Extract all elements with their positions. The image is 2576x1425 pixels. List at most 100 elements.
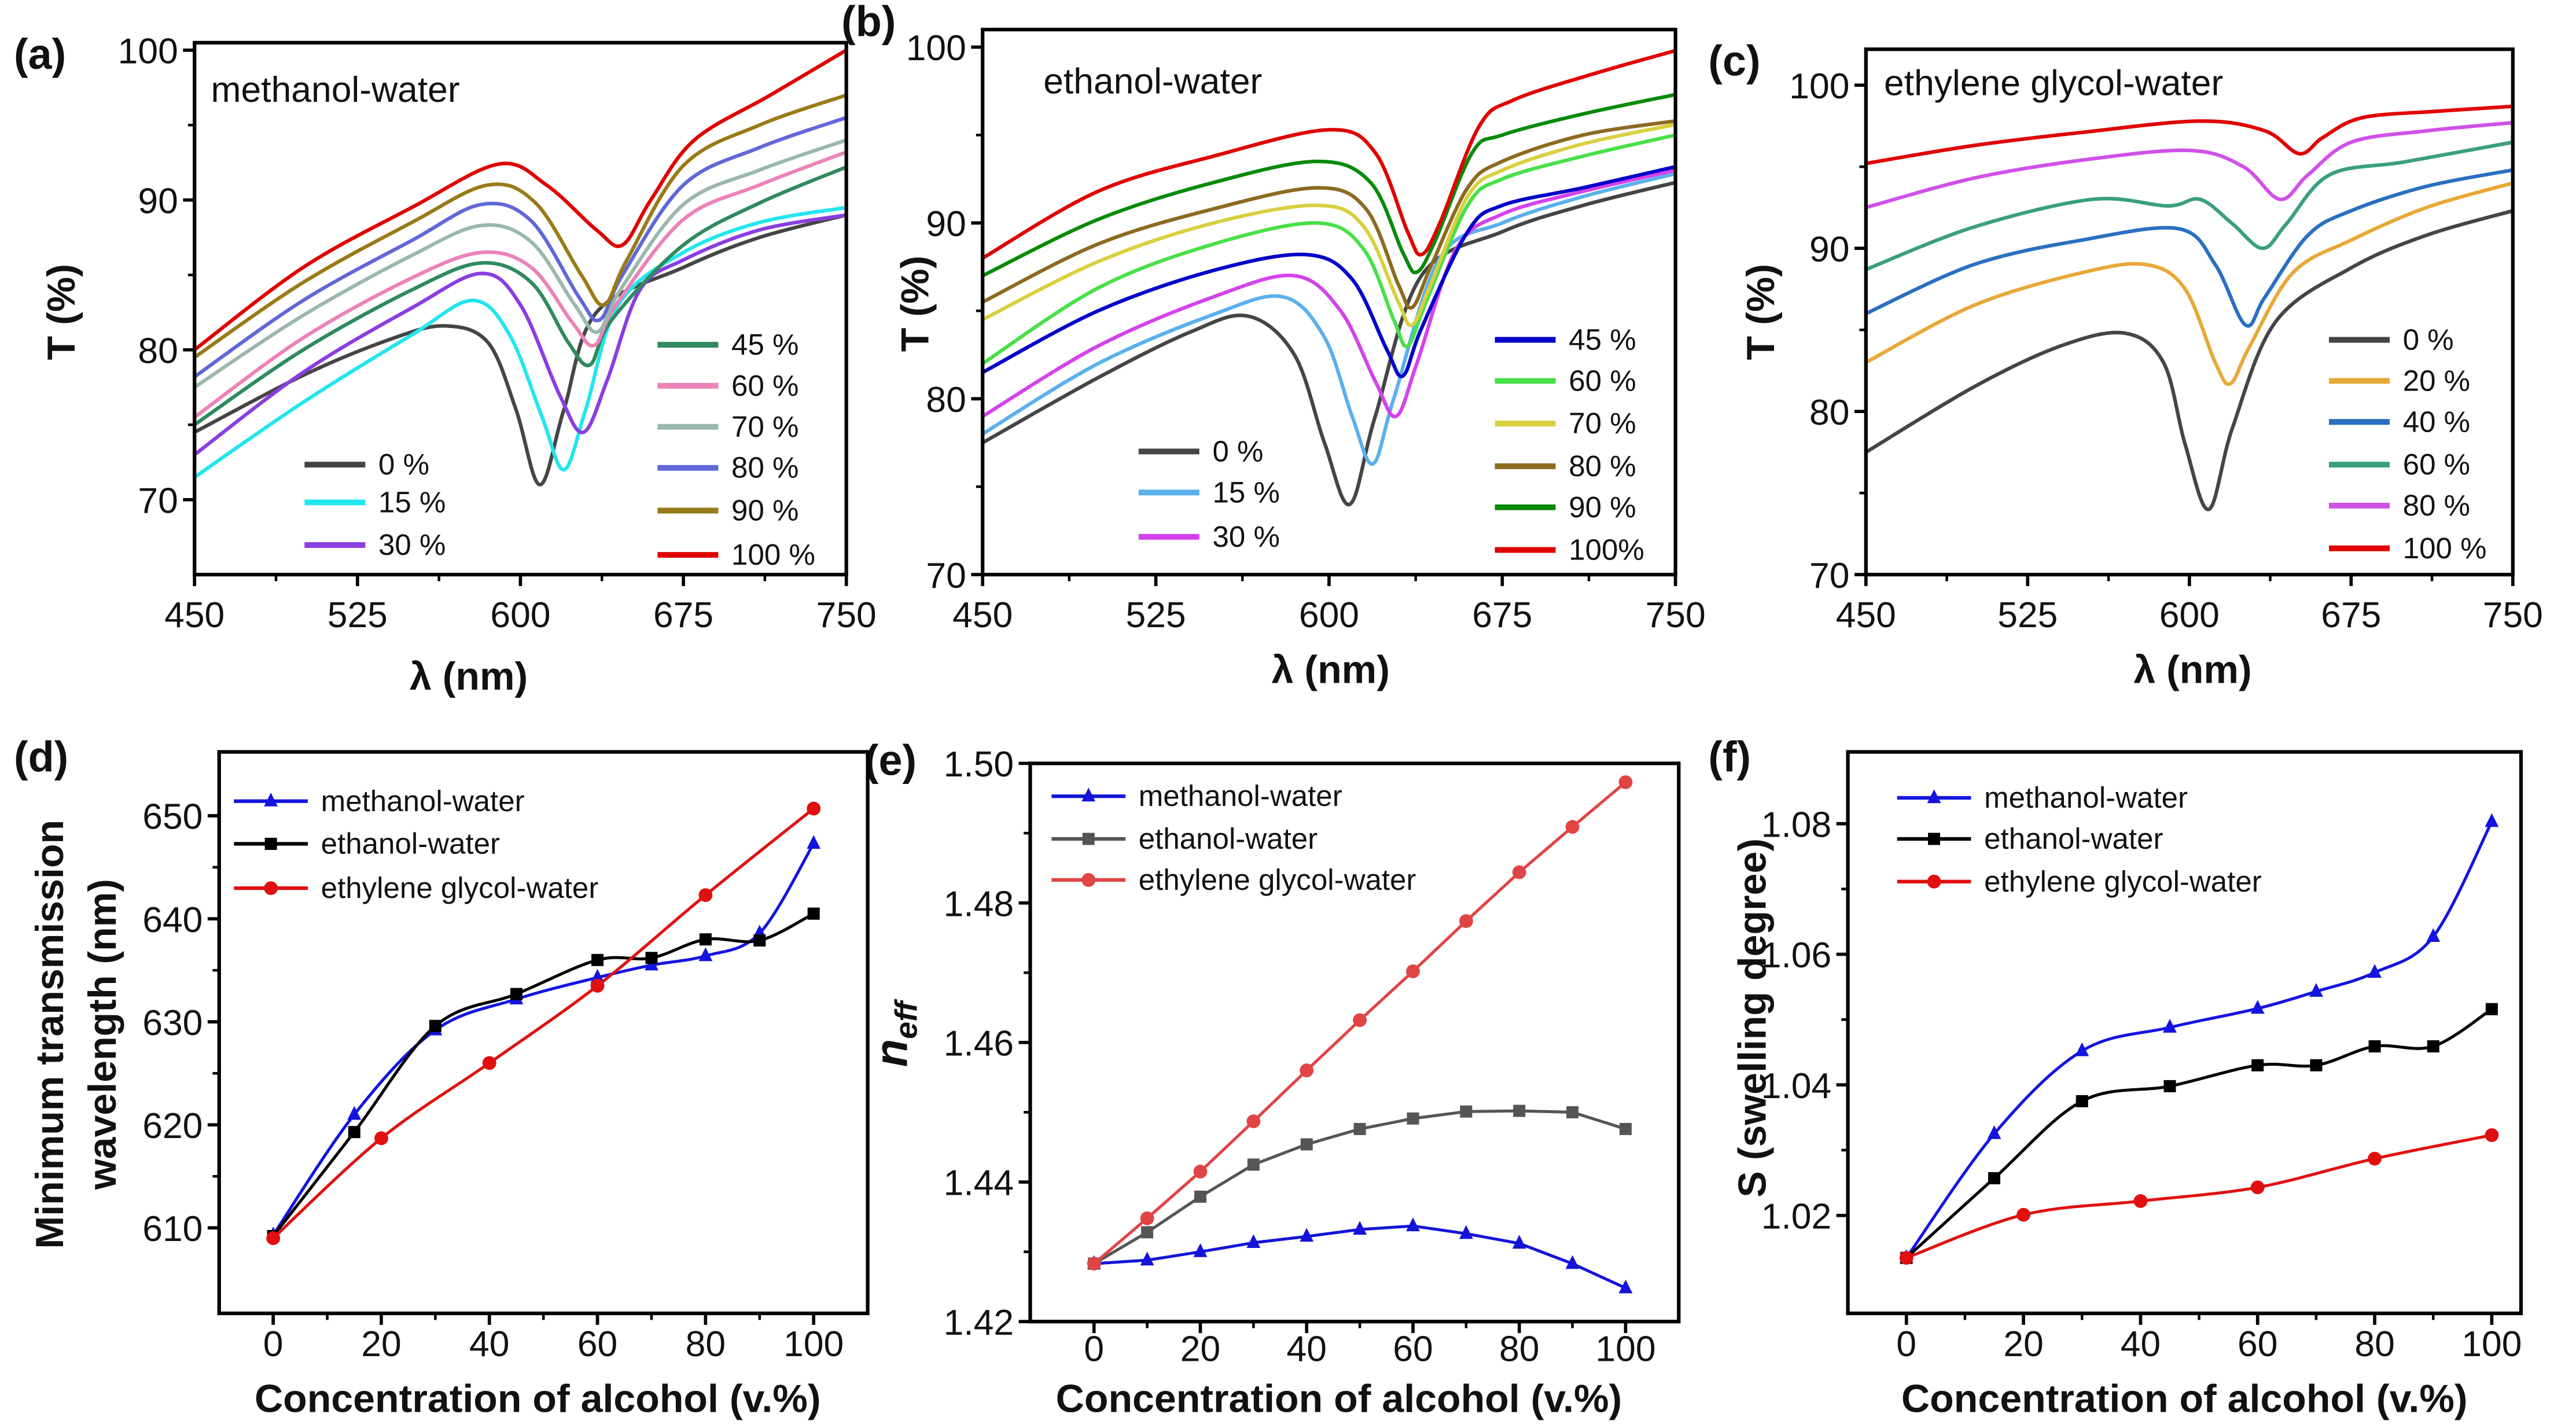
x-tick-label: 450 bbox=[164, 595, 225, 635]
series-line-70- bbox=[193, 138, 847, 389]
legend-label: ethylene glycol-water bbox=[1139, 863, 1416, 896]
legend-label: 70 % bbox=[731, 410, 798, 443]
panel-title-c: ethylene glycol-water bbox=[1884, 63, 2223, 104]
data-point-square bbox=[2310, 1059, 2323, 1071]
series-line-0- bbox=[981, 181, 1676, 507]
panel-e: 0 20 40 60 80 100 1.42 1.44 1.46 1.48 1.50 methanol… bbox=[944, 744, 1681, 1369]
legend-label: methanol-water bbox=[321, 785, 525, 818]
legend-label: methanol-water bbox=[1139, 779, 1342, 812]
series-line-methanol-water bbox=[272, 842, 815, 1236]
y-tick-label: 1.44 bbox=[944, 1163, 1014, 1203]
data-point-circle bbox=[1087, 1257, 1101, 1271]
legend-label: 80 % bbox=[731, 451, 798, 484]
panel-label-b: (b) bbox=[841, 0, 896, 45]
data-point-circle bbox=[590, 978, 605, 993]
series-line-90- bbox=[981, 93, 1676, 278]
legend-label: ethylene glycol-water bbox=[1984, 865, 2262, 898]
x-tick-label: 600 bbox=[2159, 595, 2220, 635]
data-point-square bbox=[591, 953, 604, 966]
data-point-circle bbox=[2368, 1151, 2382, 1166]
x-tick-label: 20 bbox=[1180, 1328, 1220, 1369]
data-point-square bbox=[1619, 1122, 1632, 1135]
data-point-triangle bbox=[347, 1106, 362, 1120]
y-axis-label-a: T (%) bbox=[39, 264, 83, 360]
series-line-45- bbox=[981, 165, 1676, 378]
x-tick-label: 40 bbox=[1287, 1328, 1327, 1369]
x-tick-label: 60 bbox=[2238, 1324, 2277, 1364]
x-axis-label-e: Concentration of alcohol (v.%) bbox=[1056, 1376, 1622, 1420]
legend-label: 45 % bbox=[1569, 323, 1636, 356]
y-tick-label: 1.02 bbox=[1761, 1196, 1831, 1236]
data-point-circle bbox=[2133, 1194, 2148, 1208]
y-tick-label: 1.46 bbox=[944, 1023, 1014, 1064]
legend-marker-square bbox=[264, 838, 277, 850]
data-point-square bbox=[1988, 1172, 2001, 1184]
x-tick-label: 525 bbox=[1126, 595, 1186, 635]
y-tick-label: 1.50 bbox=[944, 744, 1014, 785]
panel-label-a: (a) bbox=[14, 30, 66, 78]
x-tick-label: 600 bbox=[490, 595, 550, 635]
x-axis-label-b: λ (nm) bbox=[1272, 647, 1390, 691]
y-tick-label: 90 bbox=[926, 204, 966, 244]
data-point-square bbox=[348, 1126, 360, 1139]
y-tick-label: 640 bbox=[142, 900, 203, 940]
y-tick-label: 80 bbox=[926, 380, 966, 420]
x-tick-label: 100 bbox=[1595, 1328, 1655, 1369]
x-tick-label: 450 bbox=[952, 595, 1013, 635]
x-tick-label: 0 bbox=[1084, 1328, 1104, 1369]
legend-label: 15 % bbox=[1212, 476, 1279, 509]
series-line-80- bbox=[1865, 120, 2514, 209]
legend: 0 % 15 % 30 % 45 % 60 % 70 % 80 % 90 % 100 % bbox=[304, 328, 815, 571]
y-tick-label: 1.42 bbox=[944, 1302, 1014, 1343]
legend-label: 30 % bbox=[378, 528, 446, 561]
legend-label: 80 % bbox=[2403, 489, 2470, 522]
series-line-100- bbox=[1865, 104, 2514, 165]
data-point-square bbox=[2368, 1040, 2381, 1053]
series-line-100- bbox=[193, 49, 848, 352]
legend-marker-triangle bbox=[264, 792, 278, 807]
x-tick-label: 20 bbox=[2003, 1324, 2043, 1364]
panel-f: 0 20 40 60 80 100 1.02 1.04 1.06 1.08 methanol-wat… bbox=[1761, 750, 2523, 1364]
legend-label: 0 % bbox=[1212, 435, 1263, 467]
legend-label: 90 % bbox=[731, 494, 798, 527]
panel-label-c: (c) bbox=[1708, 37, 1760, 85]
legend-label: ethylene glycol-water bbox=[321, 871, 599, 904]
data-point-circle bbox=[374, 1131, 388, 1146]
y-tick-label: 1.06 bbox=[1761, 935, 1831, 975]
x-tick-label: 100 bbox=[783, 1324, 844, 1364]
data-point-square bbox=[2251, 1059, 2264, 1071]
data-point-triangle bbox=[1565, 1255, 1580, 1269]
legend-marker-square bbox=[1082, 833, 1095, 845]
data-point-square bbox=[699, 933, 712, 946]
y-tick-label: 620 bbox=[142, 1106, 203, 1146]
data-point-square bbox=[1194, 1190, 1206, 1203]
x-tick-label: 80 bbox=[686, 1324, 726, 1364]
panel-b: 450 525 600 675 750 70 80 90 100 0 % 15 % 30 % 45 % 6… bbox=[906, 27, 1706, 635]
x-tick-label: 525 bbox=[1997, 595, 2058, 635]
x-axis-label-a: λ (nm) bbox=[410, 654, 528, 698]
data-point-square bbox=[1566, 1106, 1579, 1118]
x-tick-label: 600 bbox=[1299, 595, 1359, 635]
panel-title-b: ethanol-water bbox=[1043, 61, 1262, 102]
data-point-circle bbox=[1140, 1211, 1154, 1225]
legend-label: 60 % bbox=[1569, 364, 1636, 397]
data-point-circle bbox=[2250, 1180, 2265, 1195]
series-line-90- bbox=[193, 93, 847, 359]
series-line-80- bbox=[193, 116, 847, 378]
y-tick-label: 80 bbox=[138, 330, 178, 371]
series-line-ethanol-water bbox=[1905, 1008, 2493, 1260]
x-tick-label: 40 bbox=[469, 1324, 509, 1364]
legend-label: ethanol-water bbox=[1139, 822, 1318, 855]
data-point-square bbox=[1247, 1158, 1260, 1171]
x-axis-label-d: Concentration of alcohol (v.%) bbox=[255, 1376, 821, 1420]
legend-label: 70 % bbox=[1569, 407, 1636, 440]
data-point-triangle bbox=[590, 969, 605, 983]
series-line-15- bbox=[981, 172, 1676, 466]
x-tick-label: 0 bbox=[1896, 1324, 1916, 1364]
legend-label: 45 % bbox=[731, 328, 798, 361]
legend: 0 % 20 % 40 % 60 % 80 % 100 % bbox=[2329, 323, 2486, 565]
data-point-circle bbox=[1353, 1013, 1367, 1028]
legend-marker-circle bbox=[1927, 874, 1941, 889]
legend-marker-triangle bbox=[1927, 789, 1941, 804]
